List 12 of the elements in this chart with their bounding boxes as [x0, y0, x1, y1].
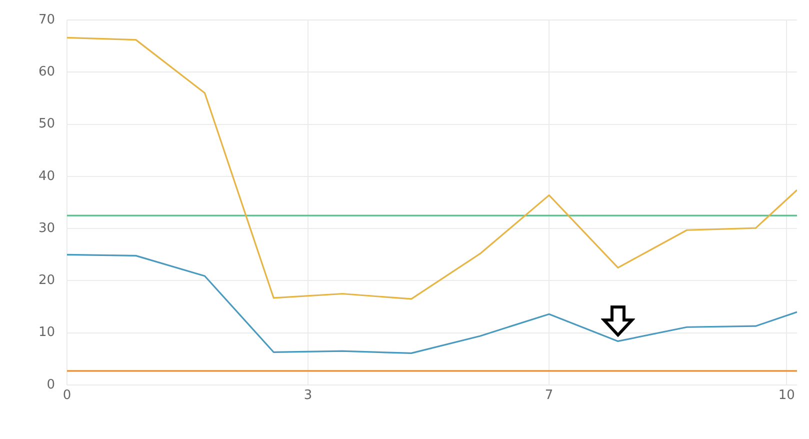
- x-tick-label: 3: [304, 388, 312, 404]
- y-tick-label: 70: [38, 12, 55, 28]
- y-tick-label: 40: [38, 168, 55, 184]
- x-tick-label: 7: [544, 388, 554, 404]
- y-tick-label: 30: [38, 220, 55, 236]
- y-tick-label: 60: [38, 64, 55, 80]
- y-tick-label: 0: [46, 377, 55, 392]
- x-tick-label: 10: [778, 388, 795, 404]
- y-tick-label: 10: [38, 325, 55, 340]
- y-tick-label: 50: [38, 116, 55, 132]
- y-tick-label: 20: [38, 273, 55, 288]
- x-tick-label: 0: [62, 388, 72, 404]
